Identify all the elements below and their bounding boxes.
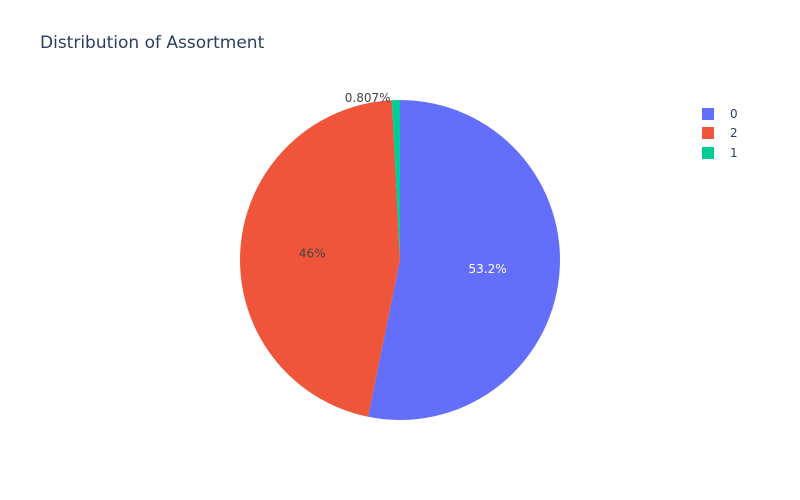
legend-swatch: [702, 146, 714, 159]
chart-title: Distribution of Assortment: [40, 33, 265, 53]
legend-item-1[interactable]: 1: [702, 143, 738, 163]
legend-label: 2: [730, 126, 738, 141]
pie-slice-0[interactable]: [368, 100, 560, 420]
legend-item-2[interactable]: 2: [702, 124, 738, 144]
legend-item-0[interactable]: 0: [702, 104, 738, 124]
pie-slice-1[interactable]: [391, 100, 400, 260]
legend-label: 1: [730, 145, 738, 160]
legend-swatch: [702, 107, 714, 120]
slice-label-1: 0.807%: [345, 91, 391, 105]
slice-label-0: 53.2%: [468, 262, 506, 276]
legend[interactable]: 0 2 1: [702, 104, 738, 163]
pie-slice-2[interactable]: [240, 100, 400, 417]
slice-label-2: 46%: [299, 246, 326, 260]
legend-swatch: [702, 127, 714, 140]
legend-label: 0: [730, 106, 738, 121]
